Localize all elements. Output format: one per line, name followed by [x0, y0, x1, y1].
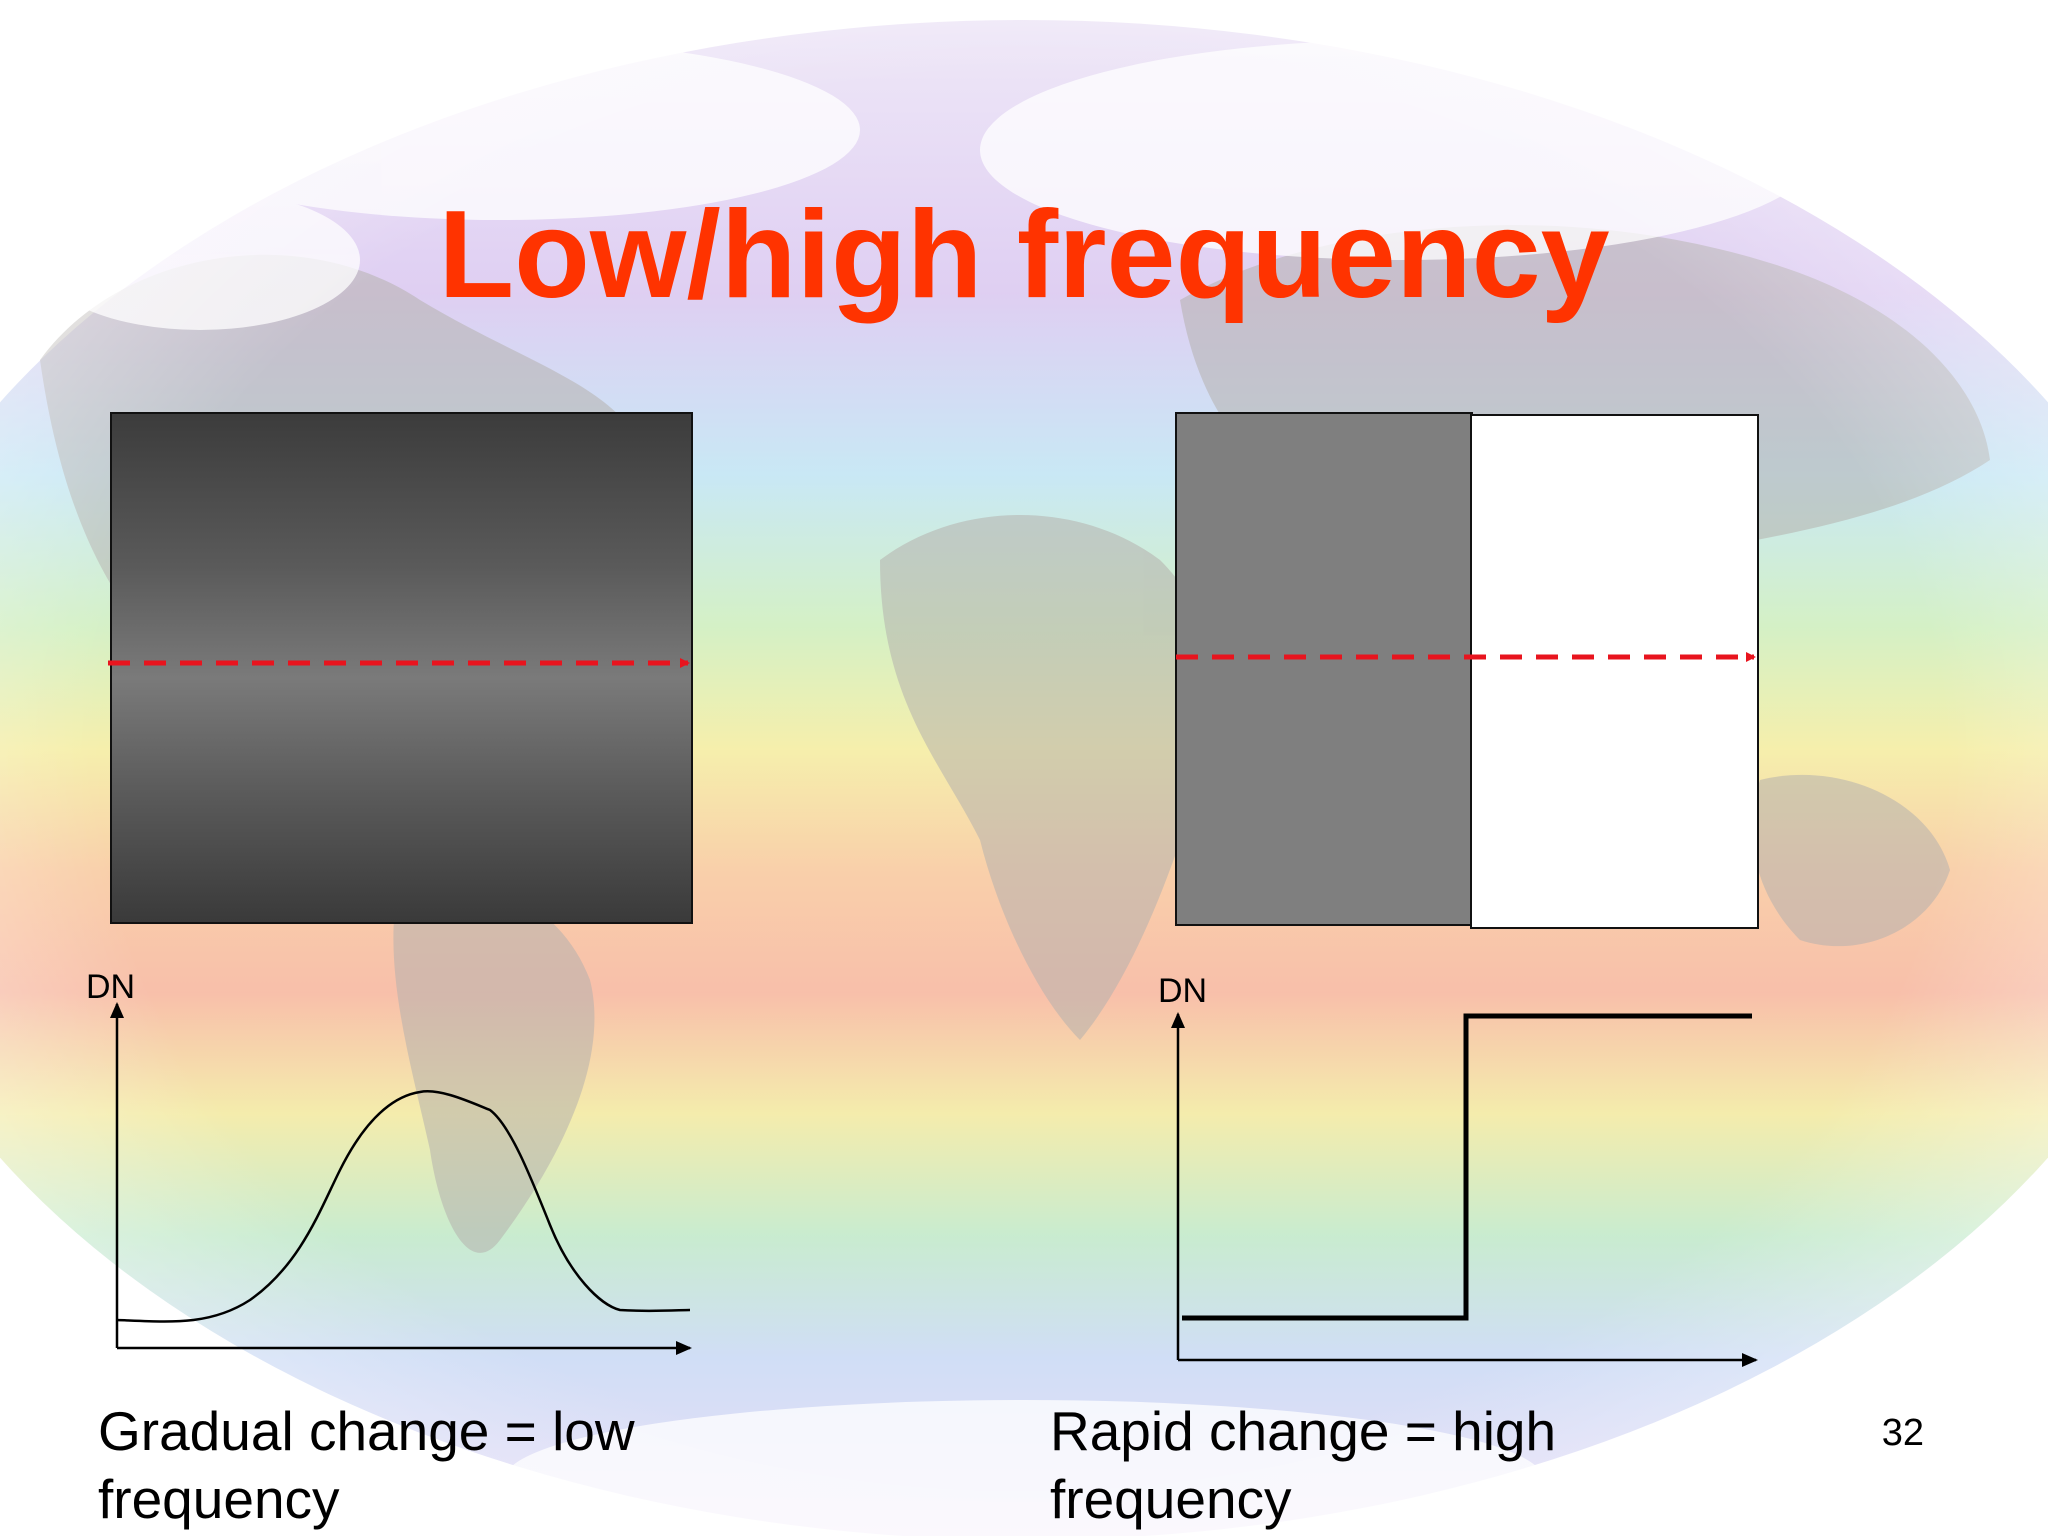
- gradual-gradient-image: [110, 412, 693, 924]
- right-axis-label: DN: [1158, 972, 1207, 1010]
- dark-half-image: [1175, 412, 1473, 926]
- right-caption-line1: Rapid change = high: [1050, 1400, 1557, 1462]
- right-caption-line2: frequency: [1050, 1468, 1292, 1530]
- gradual-profile-curve: [116, 1090, 691, 1323]
- left-caption: Gradual change = low frequency: [98, 1397, 718, 1533]
- left-axis-label: DN: [86, 968, 135, 1006]
- slide-title: Low/high frequency: [438, 186, 1610, 324]
- right-caption: Rapid change = high frequency: [1050, 1397, 1670, 1533]
- step-profile-curve: [1182, 1013, 1752, 1321]
- light-half-image: [1470, 414, 1759, 929]
- left-caption-line1: Gradual change = low: [98, 1400, 635, 1462]
- left-caption-line2: frequency: [98, 1468, 340, 1530]
- page-number: 32: [1881, 1412, 1924, 1454]
